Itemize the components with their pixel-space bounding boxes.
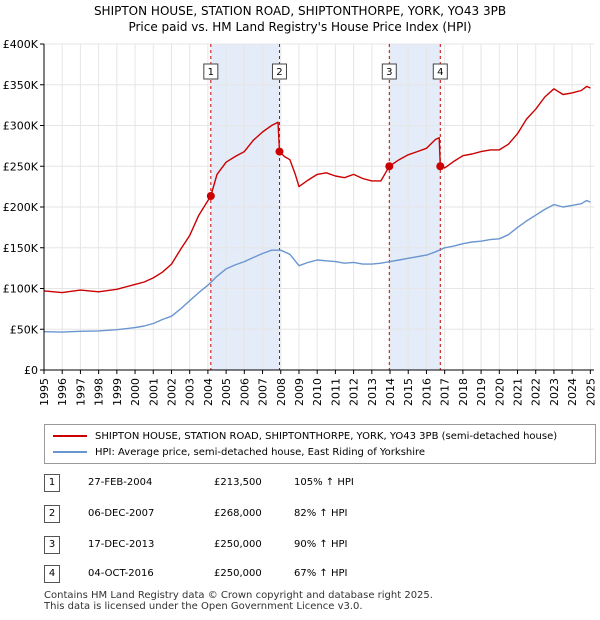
sale-hpi-change: 105% ↑ HPI (294, 477, 354, 488)
sale-marker-label: 4 (437, 67, 443, 78)
legend-swatch-hpi (53, 451, 87, 453)
x-tick-label: 2023 (548, 378, 561, 406)
x-tick-label: 1998 (93, 378, 106, 406)
sale-number-badge: 2 (44, 505, 60, 523)
sale-marker-box-frame (432, 63, 448, 80)
legend-label-hpi: HPI: Average price, semi-detached house,… (95, 446, 426, 458)
y-tick-label: £50K (10, 323, 39, 336)
sale-price: £213,500 (214, 477, 262, 488)
sale-marker-box: 3 (381, 63, 397, 80)
x-tick-label: 2015 (402, 378, 415, 406)
sale-point (436, 162, 445, 171)
sale-date: 27-FEB-2004 (88, 477, 153, 488)
y-tick-label: £400K (3, 38, 39, 51)
legend: SHIPTON HOUSE, STATION ROAD, SHIPTONTHOR… (44, 424, 596, 464)
x-tick-label: 2001 (147, 378, 160, 406)
x-tick-label: 1996 (56, 378, 69, 406)
x-tick-label: 2002 (165, 378, 178, 406)
x-tick-label: 2014 (384, 378, 397, 406)
x-tick-label: 1999 (111, 378, 124, 406)
sale-marker-box: 1 (203, 63, 219, 80)
legend-item-property: SHIPTON HOUSE, STATION ROAD, SHIPTONTHOR… (53, 429, 557, 443)
x-tick-label: 2024 (566, 378, 579, 406)
x-tick-label: 2020 (493, 378, 506, 406)
sale-marker-label: 1 (208, 67, 214, 78)
x-tick-label: 2013 (366, 378, 379, 406)
x-tick-label: 2022 (530, 378, 543, 406)
footer-licence: This data is licensed under the Open Gov… (44, 601, 363, 612)
x-tick-label: 2018 (457, 378, 470, 406)
y-tick-label: £200K (3, 201, 39, 214)
sale-marker-box-frame (381, 63, 397, 80)
series-line-property (43, 85, 591, 294)
x-tick-label: 1995 (38, 378, 51, 406)
x-tick-label: 2021 (512, 378, 525, 406)
y-tick-label: £250K (3, 160, 39, 173)
sale-price: £250,000 (214, 568, 262, 579)
sale-price: £250,000 (214, 539, 262, 550)
x-tick-label: 2009 (293, 378, 306, 406)
x-tick-label: 2003 (184, 378, 197, 406)
legend-item-hpi: HPI: Average price, semi-detached house,… (53, 445, 425, 459)
sale-marker-box-frame (203, 63, 219, 80)
series-line-hpi (43, 199, 591, 333)
legend-label-property: SHIPTON HOUSE, STATION ROAD, SHIPTONTHOR… (95, 430, 558, 442)
sale-point (275, 147, 284, 156)
x-tick-label: 2016 (420, 378, 433, 406)
chart-subtitle: Price paid vs. HM Land Registry's House … (128, 20, 472, 34)
x-tick-label: 2000 (129, 378, 142, 406)
footer-copyright: Contains HM Land Registry data © Crown c… (44, 590, 433, 601)
sale-price: £268,000 (214, 508, 262, 519)
y-tick-label: £150K (3, 242, 39, 255)
chart-title: SHIPTON HOUSE, STATION ROAD, SHIPTONTHOR… (93, 4, 507, 18)
price-chart: 1 2 3 4 £0 £50K £100K £150K £200K £250K £300K £350K… (3, 38, 598, 406)
sale-date: 17-DEC-2013 (88, 539, 155, 550)
sale-number-badge: 1 (44, 474, 60, 492)
sale-marker-box: 2 (271, 63, 287, 80)
x-tick-label: 2006 (238, 378, 251, 406)
x-tick-label: 2005 (220, 378, 233, 406)
sale-date: 06-DEC-2007 (88, 508, 155, 519)
legend-swatch-property (53, 435, 87, 437)
x-tick-label: 2025 (584, 378, 597, 406)
x-tick-label: 2010 (311, 378, 324, 406)
sale-number-badge: 4 (44, 565, 60, 583)
x-tick-label: 1997 (74, 378, 87, 406)
x-tick-label: 2004 (202, 378, 215, 406)
x-tick-label: 2008 (275, 378, 288, 406)
y-tick-label: £100K (3, 283, 39, 296)
y-tick-label: £350K (3, 79, 39, 92)
sale-number-badge: 3 (44, 536, 60, 554)
x-tick-label: 2007 (257, 378, 270, 406)
sale-marker-label: 2 (276, 67, 282, 78)
y-tick-label: £0 (24, 364, 38, 377)
x-tick-label: 2019 (475, 378, 488, 406)
y-tick-label: £300K (3, 120, 39, 133)
sale-point (206, 191, 215, 200)
x-tick-label: 2012 (348, 378, 361, 406)
x-tick-label: 2011 (329, 378, 342, 406)
sale-hpi-change: 67% ↑ HPI (294, 568, 348, 579)
sale-marker-label: 3 (386, 67, 392, 78)
sale-marker-box: 4 (432, 63, 448, 80)
sale-hpi-change: 82% ↑ HPI (294, 508, 348, 519)
sale-hpi-change: 90% ↑ HPI (294, 539, 348, 550)
x-tick-label: 2017 (439, 378, 452, 406)
sale-point (385, 162, 394, 171)
sale-marker-box-frame (271, 63, 287, 80)
sale-date: 04-OCT-2016 (88, 568, 154, 579)
